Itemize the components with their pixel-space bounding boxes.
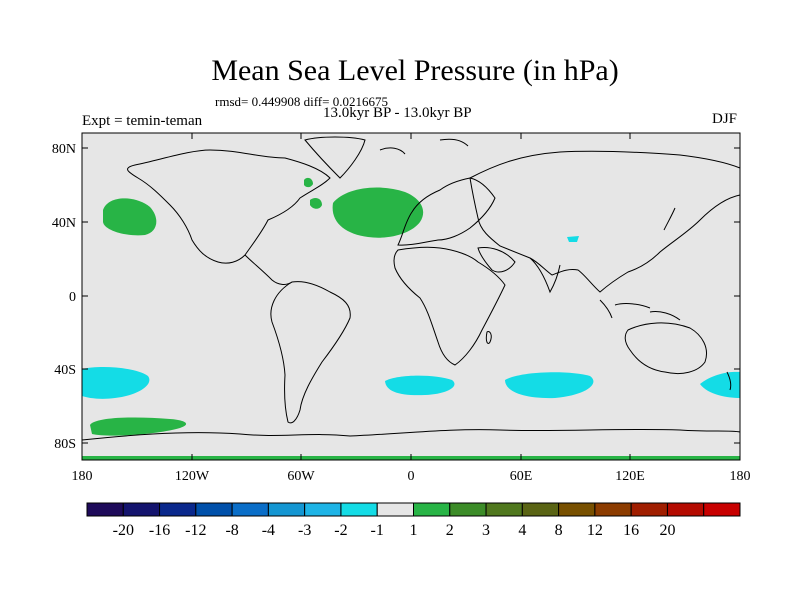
lon-label-180e: 180 xyxy=(730,469,751,484)
lat-labels: 80N 40N 0 40S 80S xyxy=(52,142,76,452)
colorbar-label: -1 xyxy=(371,522,384,539)
lon-label-60e: 60E xyxy=(510,469,533,484)
lat-label-40s: 40S xyxy=(54,363,76,378)
colorbar-swatch xyxy=(267,502,306,517)
colorbar-swatch xyxy=(630,502,668,517)
period-text: 13.0kyr BP - 13.0kyr BP xyxy=(323,105,472,121)
colorbar-swatch xyxy=(666,502,705,517)
colorbar-label: -2 xyxy=(334,522,347,539)
colorbar-label: -12 xyxy=(185,522,206,539)
lon-label-60w: 60W xyxy=(287,469,315,484)
colorbar-swatch xyxy=(413,502,451,517)
colorbar-labels: -20 -16 -12 -8 -4 -3 -2 -1 1 2 3 4 8 12 16 20 xyxy=(113,522,676,539)
colorbar-swatch xyxy=(122,502,161,517)
lon-label-180w: 180 xyxy=(72,469,93,484)
negative-region-south-atlantic xyxy=(385,375,455,396)
colorbar-swatch xyxy=(304,502,342,517)
lon-label-120w: 120W xyxy=(175,469,210,484)
positive-region-north-pacific xyxy=(103,198,157,236)
colorbar-label: 2 xyxy=(446,522,454,539)
colorbar-swatch xyxy=(485,502,523,517)
lat-label-80n: 80N xyxy=(52,142,76,157)
lat-label-80s: 80S xyxy=(54,437,76,452)
colorbar-label: 1 xyxy=(410,522,418,539)
colorbar-label: -3 xyxy=(298,522,311,539)
positive-region-southern-pacific xyxy=(90,417,187,436)
lon-labels: 180 120W 60W 0 60E 120E 180 xyxy=(72,469,751,484)
colorbar xyxy=(86,502,741,517)
colorbar-label: -8 xyxy=(225,522,238,539)
lat-label-40n: 40N xyxy=(52,216,76,231)
coastlines xyxy=(81,136,741,441)
colorbar-swatch xyxy=(449,502,487,517)
colorbar-label: -20 xyxy=(113,522,134,539)
colorbar-label: -16 xyxy=(149,522,170,539)
negative-region-south-pacific xyxy=(82,367,150,399)
colorbar-swatch xyxy=(340,502,378,517)
colorbar-label: 4 xyxy=(518,522,526,539)
colorbar-swatch xyxy=(703,502,741,517)
colorbar-swatch xyxy=(231,502,269,517)
colorbar-swatch xyxy=(594,502,632,517)
lat-label-0: 0 xyxy=(69,290,76,305)
map-background xyxy=(82,133,740,460)
colorbar-swatch xyxy=(86,502,124,517)
colorbar-label: 16 xyxy=(623,522,639,539)
negative-region-central-asia xyxy=(567,236,579,242)
tick-marks xyxy=(81,133,741,460)
page-title: Mean Sea Level Pressure (in hPa) xyxy=(211,54,619,87)
negative-anomaly-regions xyxy=(82,236,740,399)
colorbar-swatch xyxy=(558,502,596,517)
colorbar-label: 20 xyxy=(659,522,675,539)
colorbar-label: 12 xyxy=(587,522,603,539)
colorbar-swatch xyxy=(159,502,197,517)
colorbar-label: -4 xyxy=(262,522,275,539)
stats-text: rmsd= 0.449908 diff= 0.0216675 xyxy=(215,94,388,109)
lon-label-120e: 120E xyxy=(615,469,645,484)
positive-region-north-atlantic xyxy=(332,187,424,238)
season-text: DJF xyxy=(712,111,738,127)
colorbar-swatch xyxy=(376,502,415,517)
negative-region-indian-ocean xyxy=(505,372,594,399)
colorbar-label: 8 xyxy=(555,522,563,539)
positive-region-newfoundland xyxy=(310,197,322,209)
lon-label-0: 0 xyxy=(408,469,415,484)
colorbar-label: 3 xyxy=(482,522,490,539)
colorbar-swatch xyxy=(195,502,233,517)
colorbar-swatch xyxy=(521,502,560,517)
experiment-text: Expt = temin-teman xyxy=(82,113,203,129)
positive-region-labrador xyxy=(304,177,313,188)
